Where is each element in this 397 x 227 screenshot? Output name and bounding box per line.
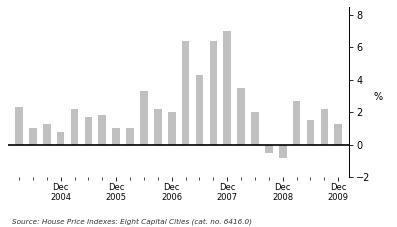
Bar xyxy=(15,107,23,145)
Bar xyxy=(71,109,78,145)
Text: Source: House Price Indexes: Eight Capital Cities (cat. no. 6416.0): Source: House Price Indexes: Eight Capit… xyxy=(12,218,252,225)
Y-axis label: %: % xyxy=(373,92,382,102)
Bar xyxy=(237,88,245,145)
Bar xyxy=(57,132,64,145)
Bar xyxy=(265,145,273,153)
Bar xyxy=(29,128,37,145)
Bar xyxy=(168,112,175,145)
Bar xyxy=(140,91,148,145)
Bar xyxy=(43,123,51,145)
Bar xyxy=(210,41,217,145)
Bar xyxy=(126,128,134,145)
Bar xyxy=(251,112,259,145)
Bar xyxy=(112,128,120,145)
Bar xyxy=(196,75,203,145)
Bar xyxy=(182,41,189,145)
Bar xyxy=(154,109,162,145)
Bar xyxy=(320,109,328,145)
Bar xyxy=(224,31,231,145)
Bar xyxy=(279,145,287,158)
Bar xyxy=(293,101,301,145)
Bar xyxy=(334,123,342,145)
Bar xyxy=(85,117,92,145)
Bar xyxy=(307,120,314,145)
Bar xyxy=(98,116,106,145)
